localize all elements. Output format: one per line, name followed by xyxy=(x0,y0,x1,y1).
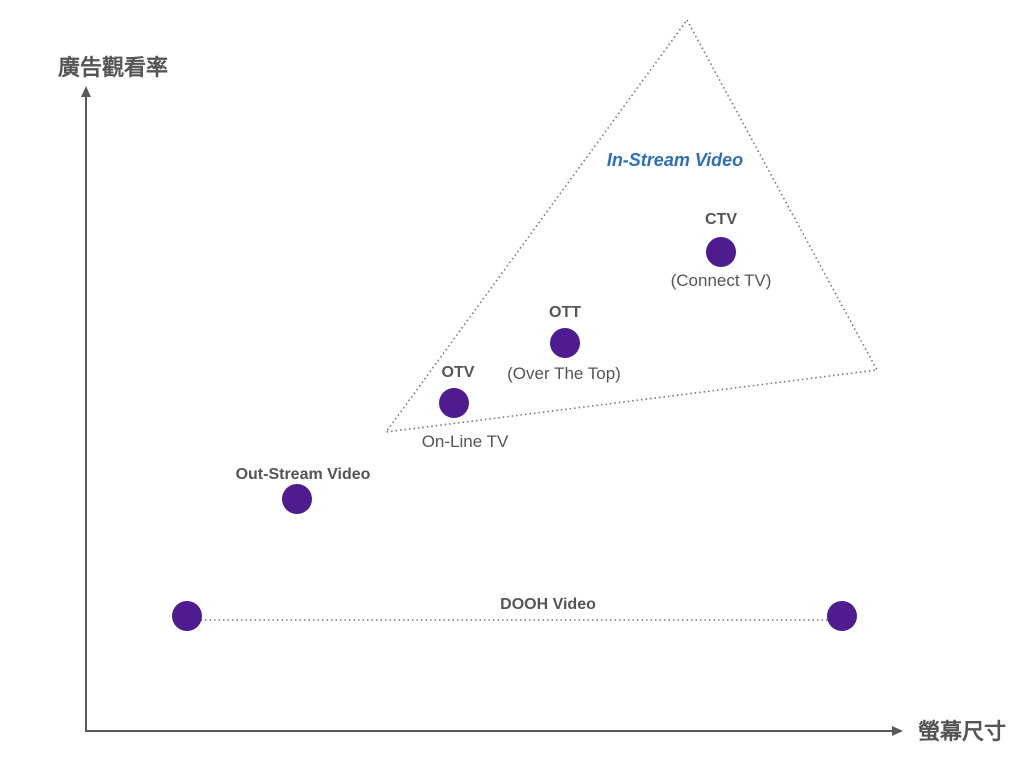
in-stream-region xyxy=(384,18,879,434)
y-axis-arrow-icon xyxy=(81,86,91,97)
dooh-dot-left xyxy=(172,601,202,631)
otv-title: OTV xyxy=(442,364,475,381)
dooh-title: DOOH Video xyxy=(500,596,596,613)
ctv-subtitle: (Connect TV) xyxy=(671,271,772,290)
y-axis-label: 廣告觀看率 xyxy=(58,55,168,81)
ott-title: OTT xyxy=(549,304,581,321)
ctv-title: CTV xyxy=(705,211,737,228)
dooh-dot-right xyxy=(827,601,857,631)
ott-subtitle: (Over The Top) xyxy=(507,364,621,383)
otv-subtitle: On-Line TV xyxy=(422,432,509,451)
out-stream-title: Out-Stream Video xyxy=(236,466,371,483)
out-stream-dot xyxy=(282,484,312,514)
x-axis-arrow-icon xyxy=(892,726,903,736)
ctv-dot xyxy=(706,237,736,267)
in-stream-label: In-Stream Video xyxy=(607,150,743,170)
x-axis-label: 螢幕尺寸 xyxy=(918,720,1006,745)
otv-dot xyxy=(439,388,469,418)
ott-dot xyxy=(550,328,580,358)
